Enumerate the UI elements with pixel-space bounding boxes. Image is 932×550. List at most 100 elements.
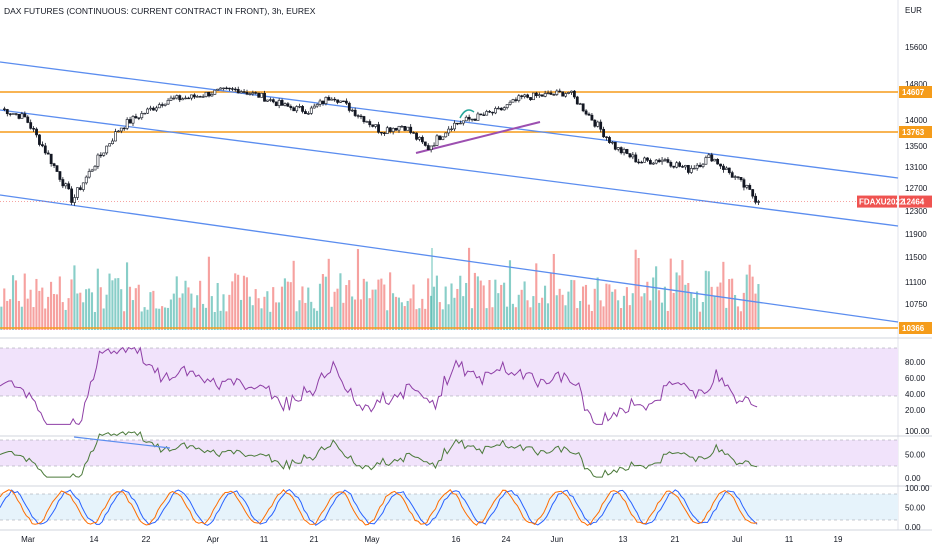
oscillator-pane[interactable]: 100.00 50.00 0.00 bbox=[0, 427, 930, 483]
volume-bar bbox=[123, 311, 126, 330]
candle-body bbox=[78, 187, 82, 190]
candle-body bbox=[292, 107, 296, 112]
candle-body bbox=[70, 188, 74, 203]
candle-body bbox=[435, 135, 439, 146]
volume-bar bbox=[117, 278, 120, 330]
volume-bar bbox=[111, 280, 114, 330]
candle-body bbox=[32, 128, 36, 130]
volume-bar bbox=[55, 294, 58, 330]
candle-body bbox=[415, 132, 418, 140]
candle-body bbox=[114, 131, 117, 142]
volume-bar bbox=[523, 281, 526, 330]
volume-bar bbox=[169, 299, 172, 330]
trendlines[interactable] bbox=[0, 61, 899, 323]
volume-bar bbox=[6, 300, 9, 330]
volume-bar bbox=[459, 275, 462, 330]
volume-bar bbox=[245, 277, 248, 330]
volume-bar bbox=[29, 289, 32, 330]
candle-body bbox=[543, 93, 547, 97]
last-price-tag bbox=[899, 195, 932, 208]
volume-bar bbox=[99, 287, 102, 330]
volume-bar bbox=[684, 284, 687, 330]
volume-bar bbox=[181, 293, 184, 330]
candle-body bbox=[251, 92, 255, 95]
candle-body bbox=[438, 135, 442, 140]
trend-channel-line[interactable] bbox=[0, 109, 899, 227]
volume-bar bbox=[345, 285, 348, 330]
volume-bar bbox=[318, 283, 322, 330]
candle-body bbox=[479, 113, 483, 116]
candle-body bbox=[418, 136, 421, 140]
candle-body bbox=[198, 96, 202, 98]
candle-body bbox=[76, 187, 79, 198]
volume-bar bbox=[529, 307, 532, 330]
trend-channel-line[interactable] bbox=[0, 61, 899, 179]
volume-bar bbox=[719, 282, 722, 330]
volume-bar bbox=[704, 270, 707, 330]
stoch-pane[interactable]: 100.00 50.00 0.00 bbox=[0, 484, 930, 532]
volume-bar bbox=[403, 306, 406, 330]
volume-bar bbox=[163, 307, 167, 330]
candle-body bbox=[602, 128, 606, 138]
volume-bar bbox=[456, 288, 459, 330]
candle-body bbox=[681, 166, 684, 168]
candle-body bbox=[757, 201, 760, 203]
volume-bar bbox=[581, 286, 585, 330]
volume-bar bbox=[508, 260, 512, 330]
volume-bar bbox=[470, 308, 474, 330]
volume-bar bbox=[695, 291, 699, 330]
volume-bar bbox=[675, 272, 678, 330]
candle-body bbox=[546, 92, 550, 94]
oscillator-trendline[interactable] bbox=[73, 436, 171, 449]
volume-bar bbox=[526, 300, 529, 330]
volume-bar bbox=[669, 258, 672, 330]
volume-bar bbox=[406, 300, 409, 330]
candle-body bbox=[695, 164, 699, 169]
volume-bar bbox=[397, 297, 400, 330]
candle-body bbox=[520, 95, 524, 97]
candle-body bbox=[137, 117, 141, 119]
support-trendline[interactable] bbox=[415, 121, 541, 154]
candle-body bbox=[514, 99, 518, 101]
volume-bar bbox=[348, 280, 351, 330]
rsi-pane-band bbox=[0, 348, 898, 396]
price-tick-label: 15600 bbox=[905, 43, 928, 52]
candle-body bbox=[564, 93, 568, 97]
candle-body bbox=[55, 165, 59, 172]
volume-bar bbox=[371, 289, 374, 330]
volume-bar bbox=[467, 247, 471, 330]
candle-body bbox=[362, 116, 366, 122]
candle-body bbox=[663, 159, 667, 161]
candle-body bbox=[301, 106, 304, 112]
price-tick-label: 12700 bbox=[905, 184, 928, 193]
price-tick-label: 11500 bbox=[905, 253, 927, 262]
volume-bar bbox=[543, 285, 547, 330]
candle-body bbox=[67, 183, 71, 190]
oscillator-pane-line bbox=[0, 431, 758, 478]
volume-bar bbox=[573, 280, 576, 330]
candle-body bbox=[58, 171, 62, 180]
candle-body bbox=[140, 113, 144, 119]
volume-bar bbox=[391, 293, 395, 330]
candle-body bbox=[277, 100, 281, 106]
time-axis[interactable]: Mar 14 22 Apr 11 21 May 16 24 Jun 13 21 Jul 11 19 bbox=[21, 535, 843, 544]
arc-annotation[interactable] bbox=[459, 109, 475, 119]
volume-bar bbox=[9, 299, 12, 330]
volume-bars bbox=[0, 247, 760, 330]
candle-body bbox=[534, 92, 538, 97]
candle-body bbox=[347, 102, 351, 111]
candle-body bbox=[613, 141, 617, 150]
volume-bar bbox=[193, 307, 196, 330]
volume-bar bbox=[611, 291, 614, 330]
volume-bar bbox=[289, 282, 292, 330]
volume-bar bbox=[394, 296, 398, 330]
trend-channel-line[interactable] bbox=[0, 194, 899, 323]
candle-body bbox=[388, 127, 392, 132]
candle-body bbox=[511, 99, 515, 103]
volume-bar bbox=[114, 278, 117, 330]
candle-body bbox=[517, 95, 521, 101]
candle-body bbox=[450, 128, 454, 131]
rsi-pane[interactable]: 80.00 60.00 40.00 20.00 bbox=[0, 346, 926, 425]
volume-bar bbox=[301, 286, 304, 330]
